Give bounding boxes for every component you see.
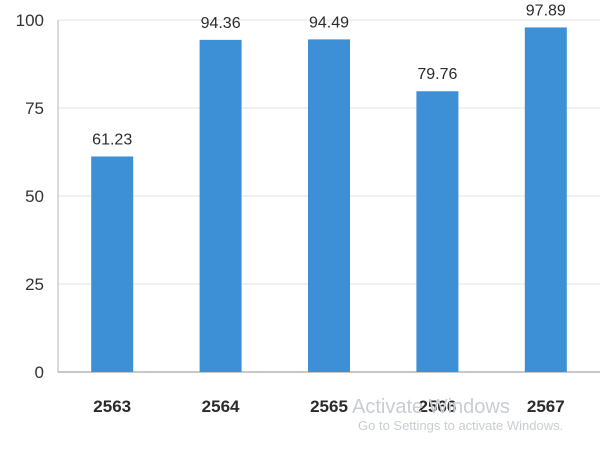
data-label-2566: 79.76 [417,66,457,83]
x-tick-label-2566: 2566 [418,397,456,416]
y-axis-ticks: 0 25 50 75 100 [16,11,44,382]
y-tick-label-25: 25 [25,275,44,294]
x-tick-label-2563: 2563 [93,397,131,416]
bar-2563 [91,156,134,372]
bar-2566 [416,91,459,372]
x-tick-label-2564: 2564 [202,397,240,416]
y-tick-label-50: 50 [25,187,44,206]
x-tick-label-2565: 2565 [310,397,348,416]
data-label-2565: 94.49 [309,14,349,31]
data-label-2567: 97.89 [526,2,566,19]
bar-2564 [199,39,242,373]
y-tick-label-75: 75 [25,99,44,118]
data-labels: 61.23 94.36 94.49 79.76 97.89 [92,2,566,148]
bar-2567 [524,27,567,373]
x-tick-label-2567: 2567 [527,397,565,416]
y-tick-label-100: 100 [16,11,44,30]
y-tick-label-0: 0 [35,363,44,382]
bar-2565 [308,39,350,372]
data-label-2563: 61.23 [92,131,132,148]
bars [91,27,567,373]
data-label-2564: 94.36 [201,15,241,32]
x-axis-ticks: 2563 2564 2565 2566 2567 [93,397,564,416]
